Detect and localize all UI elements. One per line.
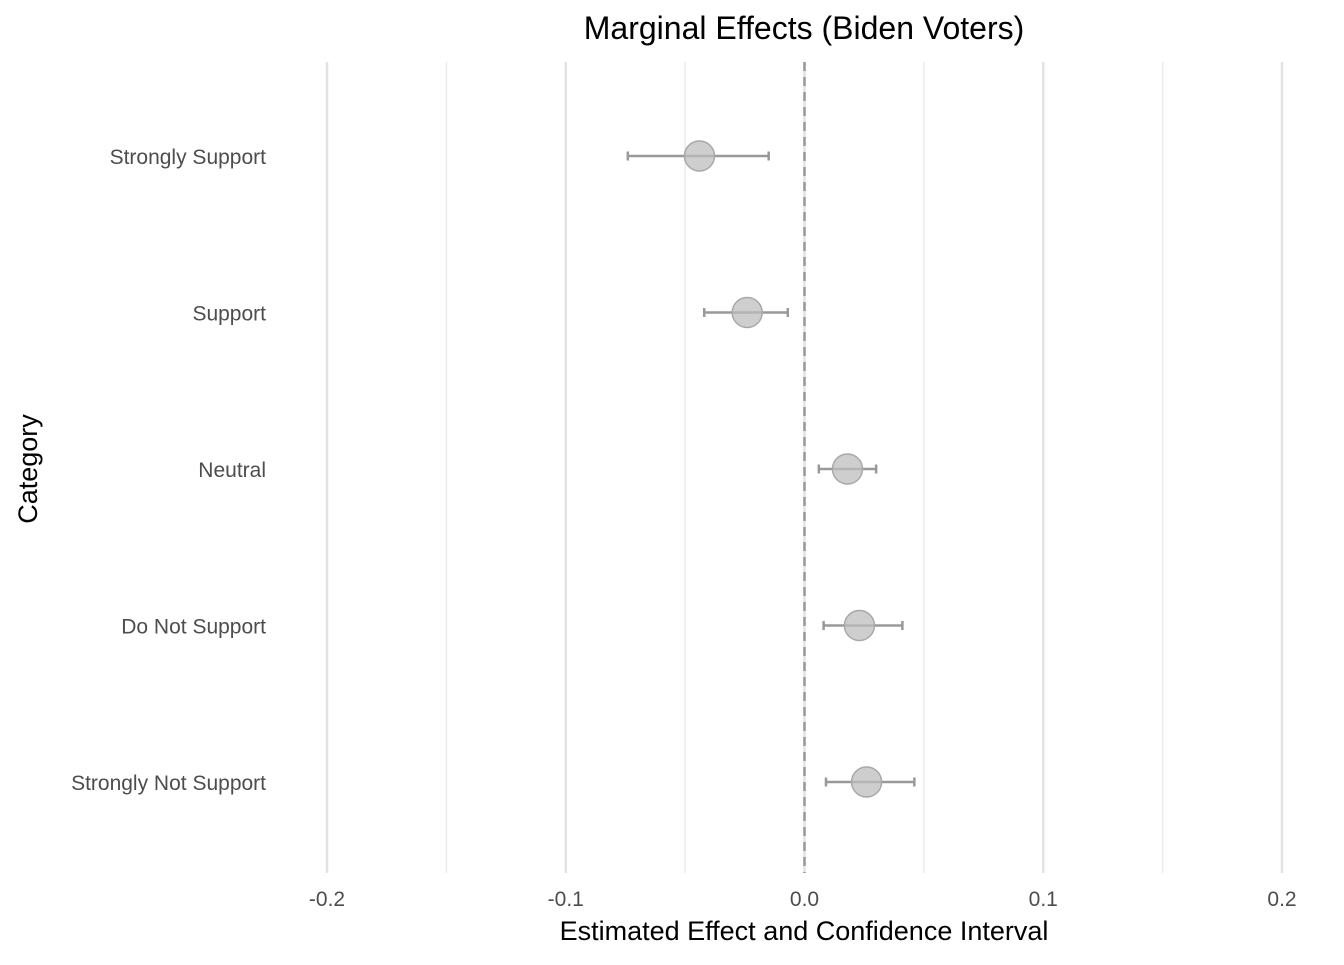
estimate-point bbox=[850, 766, 883, 798]
chart-title: Marginal Effects (Biden Voters) bbox=[584, 10, 1025, 46]
estimate-point bbox=[731, 296, 763, 329]
y-tick-label: Strongly Not Support bbox=[71, 772, 266, 795]
marks-layer bbox=[626, 140, 916, 798]
y-tick-label: Do Not Support bbox=[121, 616, 266, 639]
x-axis-title: Estimated Effect and Confidence Interval bbox=[560, 916, 1049, 946]
y-tick-label: Support bbox=[192, 303, 266, 326]
estimate-point bbox=[831, 453, 864, 485]
x-tick-label: 0.2 bbox=[1267, 888, 1296, 911]
x-ticks-layer: -0.2 -0.1 0.0 0.1 0.2 bbox=[309, 888, 1297, 911]
x-tick-label: -0.2 bbox=[309, 888, 345, 911]
x-tick-label: 0.0 bbox=[790, 888, 819, 911]
y-tick-label: Neutral bbox=[198, 459, 266, 482]
estimate-point bbox=[843, 609, 876, 642]
x-tick-label: -0.1 bbox=[548, 888, 584, 911]
y-tick-label: Strongly Support bbox=[110, 146, 267, 169]
y-ticks-layer: Strongly Support Support Neutral Do Not Sup… bbox=[71, 146, 266, 795]
x-tick-label: 0.1 bbox=[1029, 888, 1058, 911]
y-axis-title: Category bbox=[13, 414, 43, 524]
estimate-point bbox=[683, 140, 716, 172]
